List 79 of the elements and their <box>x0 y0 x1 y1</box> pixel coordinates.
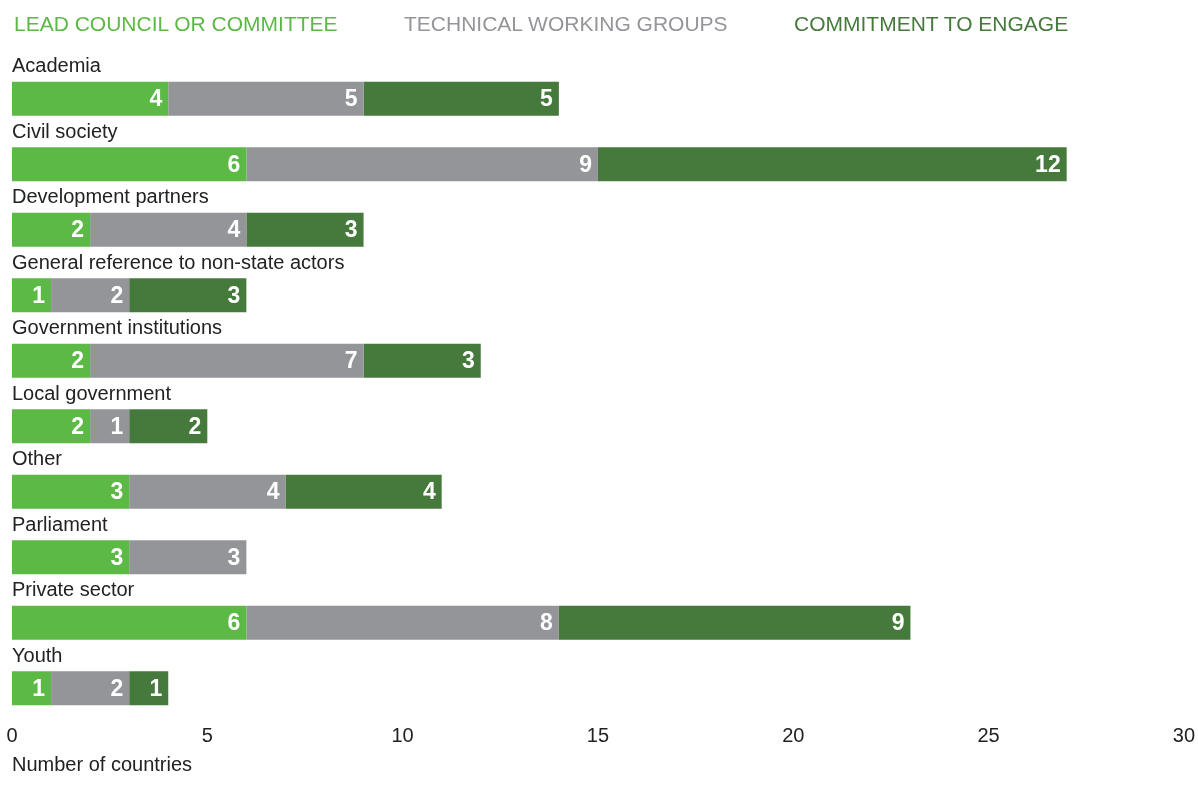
bar <box>129 540 247 575</box>
bar <box>597 147 1067 182</box>
data-label: 12 <box>1035 150 1061 177</box>
bar <box>12 81 169 116</box>
y-tick-label: Academia <box>12 54 102 77</box>
bar <box>246 212 364 247</box>
y-tick-label: Government institutions <box>12 316 223 339</box>
x-tick-label: 20 <box>782 723 805 746</box>
data-label: 2 <box>110 281 124 308</box>
y-tick-label: Local government <box>12 381 172 404</box>
bar <box>12 278 52 313</box>
bar <box>246 605 559 640</box>
data-label: 3 <box>227 281 241 308</box>
data-label: 3 <box>461 347 475 374</box>
bar <box>246 147 598 182</box>
data-label: 9 <box>891 609 905 636</box>
y-tick-label: Development partners <box>12 185 209 208</box>
data-label: 3 <box>110 543 124 570</box>
data-label: 2 <box>71 216 85 243</box>
bar <box>129 474 286 509</box>
x-tick-label: 0 <box>6 723 18 746</box>
data-label: 3 <box>110 478 124 505</box>
x-axis-title: Number of countries <box>12 752 193 775</box>
x-tick-label: 5 <box>201 723 213 746</box>
bar <box>363 81 559 116</box>
x-tick-label: 30 <box>1172 723 1195 746</box>
bar <box>12 409 91 444</box>
x-tick-label: 25 <box>977 723 1000 746</box>
bar <box>363 343 481 378</box>
data-label: 2 <box>188 412 202 439</box>
data-label: 3 <box>344 216 358 243</box>
data-label: 1 <box>32 674 46 701</box>
bar <box>129 671 169 706</box>
bar <box>90 409 130 444</box>
bar <box>558 605 911 640</box>
bar <box>129 278 247 313</box>
data-label: 4 <box>266 478 280 505</box>
data-label: 8 <box>540 609 554 636</box>
bar <box>12 671 52 706</box>
bar <box>129 409 208 444</box>
data-label: 3 <box>227 543 241 570</box>
bar <box>51 278 130 313</box>
data-label: 1 <box>149 674 163 701</box>
data-label: 9 <box>579 150 592 177</box>
data-label: 1 <box>32 281 46 308</box>
text: TECHNICAL WORKING GROUPS <box>404 12 729 36</box>
bar <box>90 343 364 378</box>
data-label: 2 <box>110 674 124 701</box>
data-label: 5 <box>344 85 358 112</box>
text: COMMITMENT TO ENGAGE <box>794 12 1070 36</box>
y-tick-label: Other <box>12 447 63 470</box>
x-tick-label: 10 <box>391 723 414 746</box>
data-label: 1 <box>110 412 124 439</box>
bar <box>12 474 130 509</box>
data-label: 6 <box>227 609 241 636</box>
bar <box>12 540 130 575</box>
bar <box>12 343 91 378</box>
y-tick-label: General reference to non-state actors <box>12 250 345 273</box>
bar <box>12 605 247 640</box>
y-tick-label: Youth <box>12 643 63 666</box>
bar <box>168 81 364 116</box>
data-label: 2 <box>71 412 85 439</box>
y-tick-label: Civil society <box>12 119 118 142</box>
bar <box>285 474 442 509</box>
data-label: 5 <box>540 85 554 112</box>
data-label: 6 <box>227 150 241 177</box>
y-tick-label: Private sector <box>12 578 135 601</box>
bar <box>51 671 130 706</box>
bar <box>12 212 91 247</box>
bar <box>12 147 247 182</box>
data-label: 4 <box>149 85 163 112</box>
data-label: 7 <box>344 347 358 374</box>
x-tick-label: 15 <box>586 723 610 746</box>
y-tick-label: Parliament <box>12 512 109 535</box>
data-label: 2 <box>71 347 85 374</box>
bar <box>90 212 247 247</box>
data-label: 4 <box>227 216 241 243</box>
data-label: 4 <box>422 478 436 505</box>
text: LEAD COUNCIL OR COMMITTEE <box>14 12 339 36</box>
